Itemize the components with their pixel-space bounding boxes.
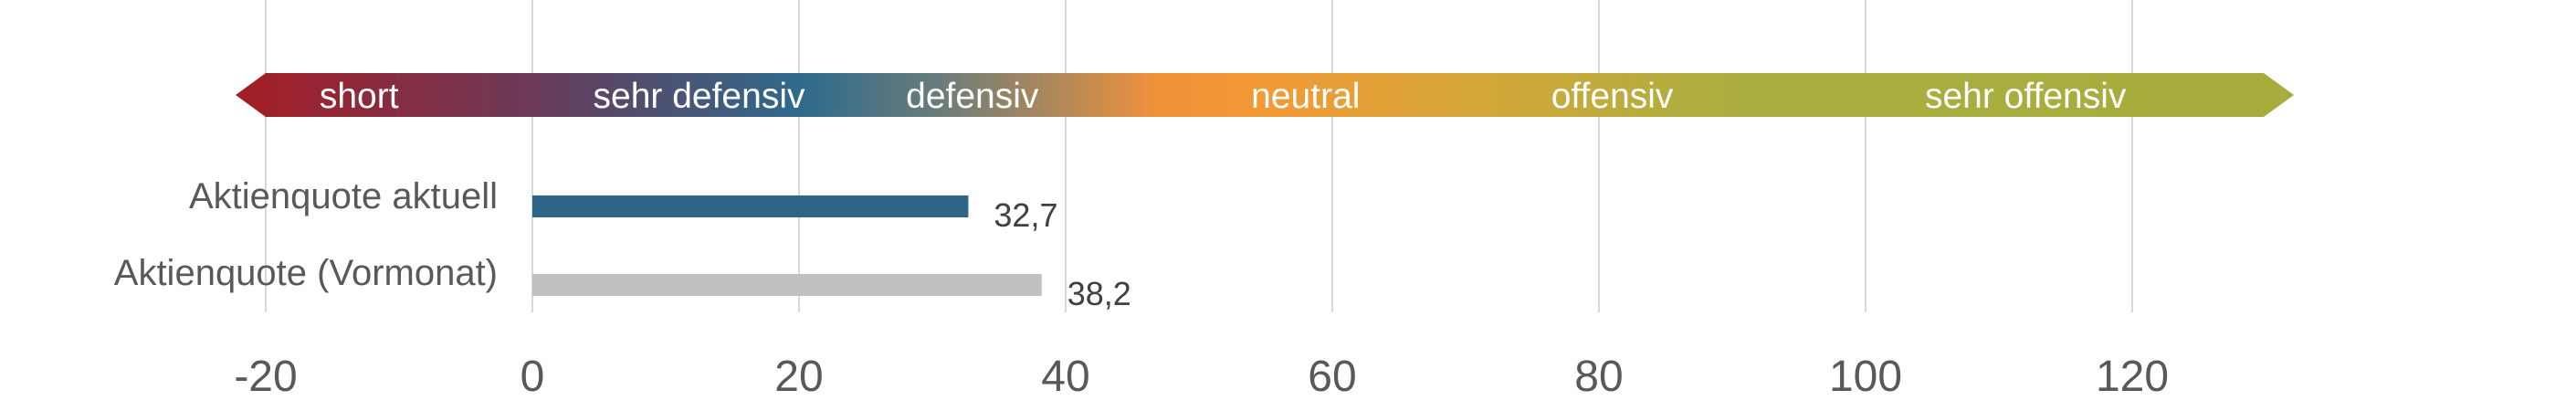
x-tick-label-120: 120 xyxy=(2096,353,2169,401)
scale-arrow xyxy=(236,73,2294,117)
bars xyxy=(532,195,1042,296)
category-labels: Aktienquote aktuell Aktienquote (Vormonat… xyxy=(114,176,498,293)
bar-2 xyxy=(532,274,1042,296)
category-label-1: Aktienquote aktuell xyxy=(189,176,498,216)
scale-label-4: neutral xyxy=(1251,77,1360,116)
scale-label-6: sehr offensiv xyxy=(1925,77,2127,116)
data-label-1: 32,7 xyxy=(994,196,1057,234)
data-labels: 32,7 38,2 xyxy=(994,196,1130,312)
scale-label-3: defensiv xyxy=(906,77,1039,116)
scale-label-5: offensiv xyxy=(1551,77,1674,116)
x-tick-label-20: 20 xyxy=(774,353,823,401)
bar-1 xyxy=(532,195,969,217)
gridlines xyxy=(265,0,2133,312)
x-tick-label-0: 0 xyxy=(520,353,545,401)
x-axis-tick-labels: -20 0 20 40 60 80 100 120 xyxy=(234,353,2169,401)
allocation-scale-band: short sehr defensiv defensiv neutral offensi… xyxy=(236,73,2294,117)
category-label-2: Aktienquote (Vormonat) xyxy=(114,253,498,293)
x-tick-label-60: 60 xyxy=(1308,353,1356,401)
x-tick-label--20: -20 xyxy=(234,353,297,401)
x-tick-label-40: 40 xyxy=(1041,353,1089,401)
x-tick-label-100: 100 xyxy=(1829,353,1902,401)
scale-label-1: short xyxy=(320,77,399,116)
data-label-2: 38,2 xyxy=(1067,275,1131,312)
x-tick-label-80: 80 xyxy=(1574,353,1623,401)
scale-label-2: sehr defensiv xyxy=(594,77,805,116)
